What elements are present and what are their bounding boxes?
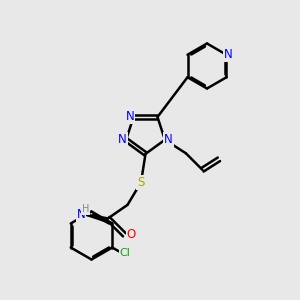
Text: N: N (164, 133, 173, 146)
Text: S: S (137, 176, 145, 189)
Text: N: N (118, 133, 127, 146)
Text: N: N (125, 110, 134, 124)
Text: N: N (224, 48, 232, 61)
Text: H: H (82, 204, 89, 214)
Text: N: N (76, 208, 85, 221)
Text: O: O (127, 228, 136, 242)
Text: Cl: Cl (120, 248, 130, 258)
